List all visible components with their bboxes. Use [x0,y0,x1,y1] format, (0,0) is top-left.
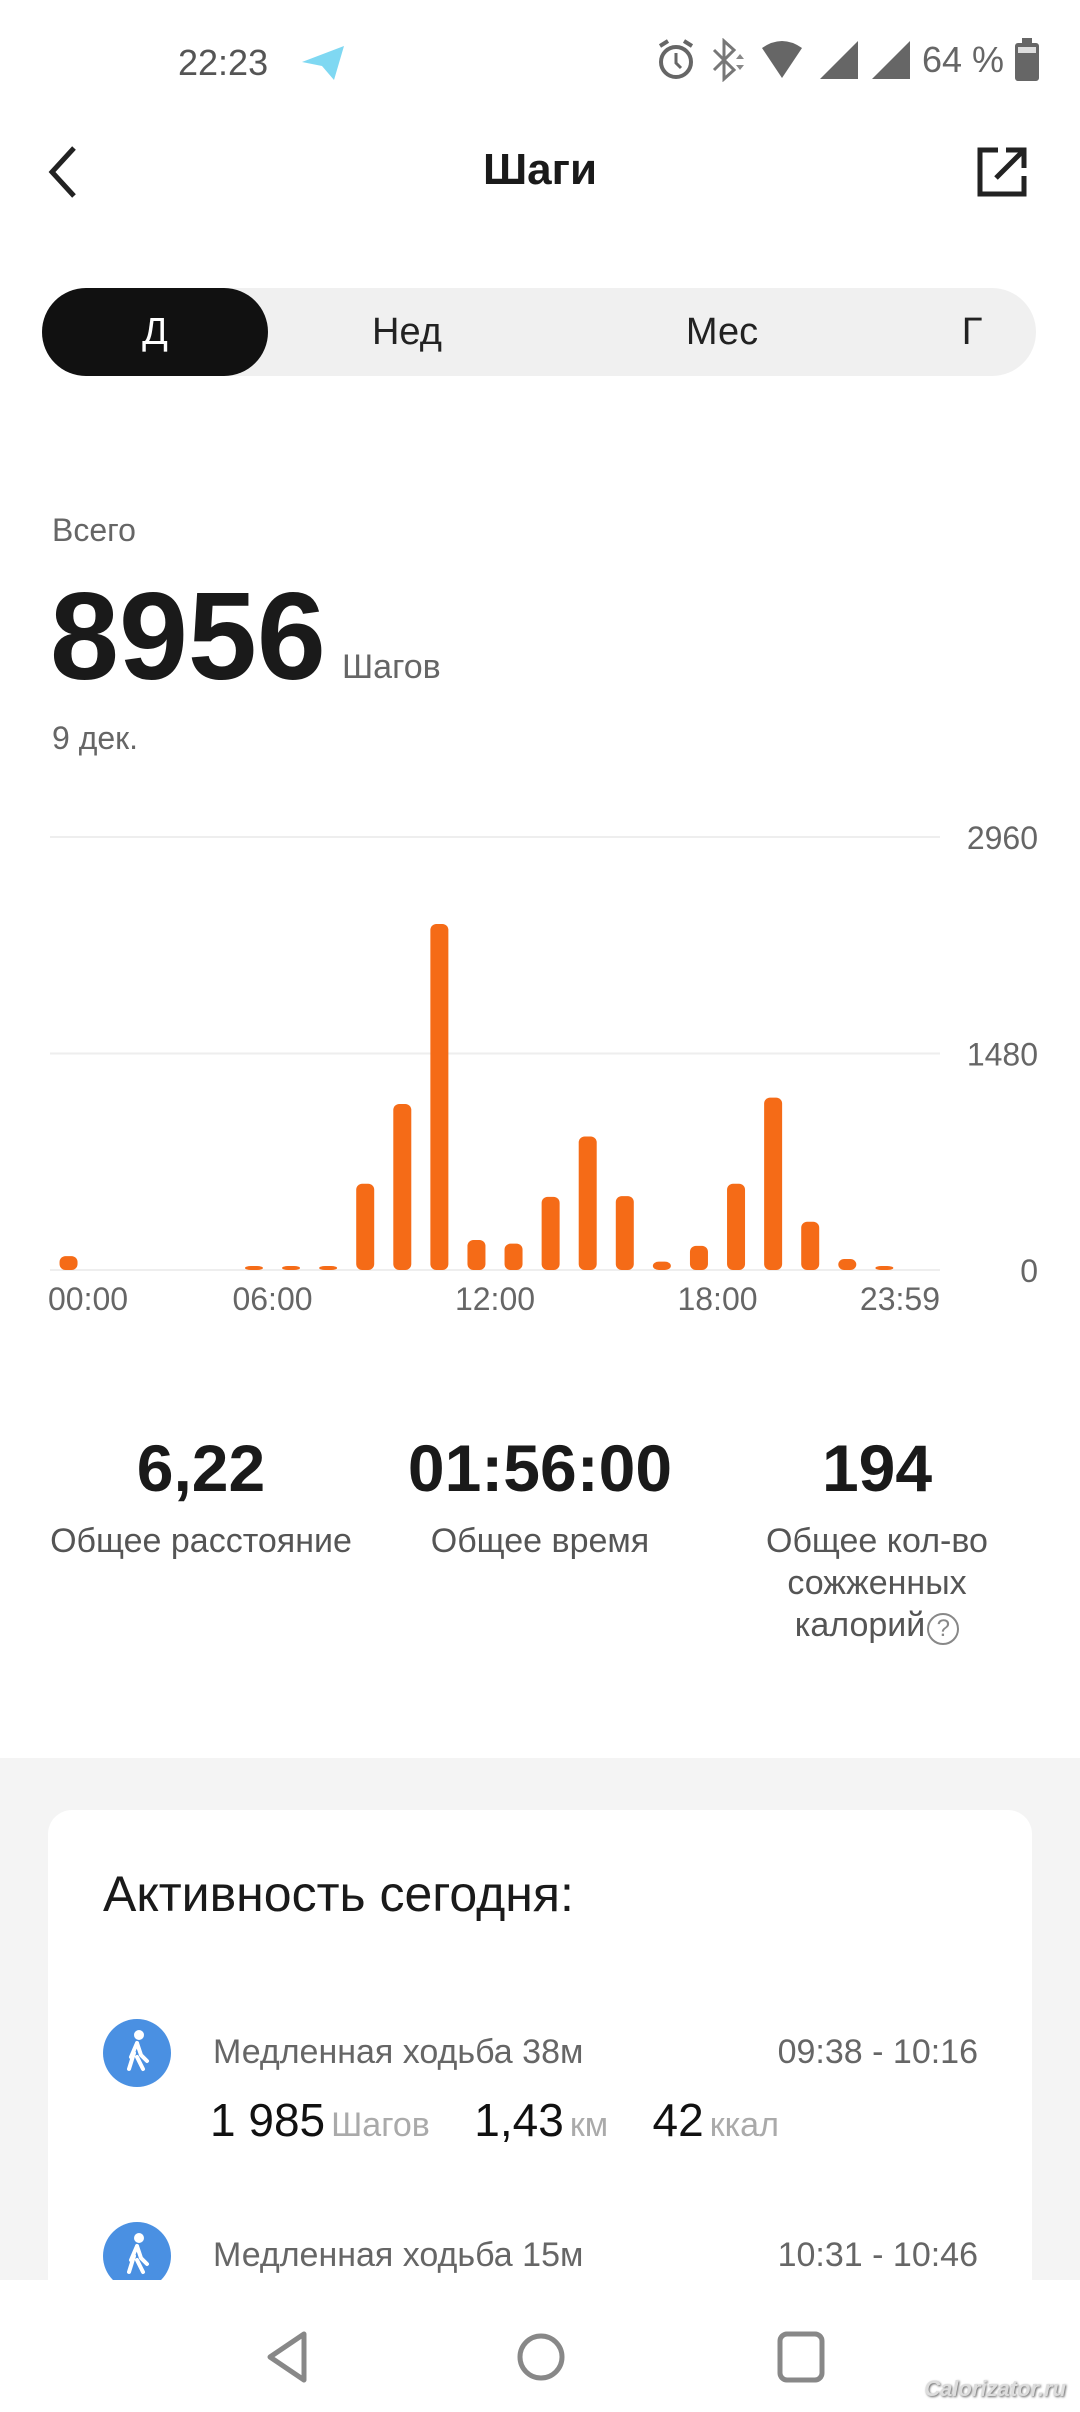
bar-07 [319,1266,338,1270]
bar-20 [801,1221,820,1270]
activity-name: Медленная ходьба 15м [213,2236,584,2274]
total-steps-value: 8956 [50,568,326,706]
bar-12 [504,1243,523,1270]
activity-title: Активность сегодня: [103,1866,574,1922]
walking-icon [103,2222,171,2290]
activity-steps-unit: Шагов [331,2106,430,2144]
y-tick-label: 1480 [967,1037,1038,1073]
activity-calories-unit: ккал [709,2106,779,2144]
bar-22 [875,1266,894,1270]
activity-name: Медленная ходьба 38м [213,2033,584,2071]
total-label: Всего [52,512,136,548]
status-icons: 64 % [656,38,1040,82]
back-button[interactable] [44,144,84,200]
bar-13 [541,1196,560,1270]
signal-icon [819,41,858,79]
bar-00 [59,1256,78,1270]
time-value: 01:56:00 [407,1431,673,1505]
activity-time: 10:31 - 10:46 [777,2236,978,2274]
alarm-icon [658,39,693,79]
bar-16 [652,1261,671,1270]
share-button[interactable] [974,144,1030,200]
battery-icon [1015,38,1039,81]
battery-percent: 64 % [921,39,1004,80]
tab-month[interactable]: Мес [685,311,759,353]
time-label: Общее время [430,1522,650,1560]
bar-14 [578,1136,597,1270]
nav-back-icon[interactable] [262,2330,312,2384]
distance-label: Общее расстояние [50,1522,352,1560]
activity-steps: 1 985 [210,2094,326,2146]
watermark: Calorizator.ru [924,2376,1066,2401]
nav-recents-icon[interactable] [776,2330,826,2384]
signal-icon [871,41,910,79]
y-tick-label: 0 [1020,1253,1038,1289]
tab-week[interactable]: Нед [372,311,442,353]
nav-home-icon[interactable] [516,2330,566,2384]
walking-icon [103,2019,171,2087]
tab-year[interactable]: Г [961,311,983,353]
period-tabs: Д Нед Мес Г [42,288,1036,376]
bar-17 [689,1245,708,1270]
steps-chart: 2960 1480 0 00:00 06:00 12:00 18:00 23:59 [48,820,1038,1317]
page-title: Шаги [482,145,598,194]
x-tick-label: 00:00 [48,1281,128,1317]
wifi-icon [761,41,802,78]
calories-label-text: Общее кол-во сожженных калорий [766,1522,988,1644]
bluetooth-icon [712,38,744,82]
bar-18 [727,1183,746,1270]
bar-19 [764,1097,783,1270]
calories-value: 194 [821,1431,933,1505]
bar-21 [838,1259,857,1270]
telegram-icon [302,46,344,80]
bar-05 [244,1266,263,1270]
bar-09 [393,1103,412,1270]
x-tick-label: 06:00 [232,1281,312,1317]
activity-metrics: 1 985 Шагов 1,43 км 42 ккал [210,2093,779,2147]
distance-value: 6,22 [136,1431,266,1505]
x-tick-label: 23:59 [860,1281,940,1317]
help-icon[interactable]: ? [927,1613,960,1645]
bar-08 [356,1183,375,1270]
bar-15 [615,1196,634,1270]
status-bar: 22:23 64 % [0,0,1080,120]
navigation-bar: Calorizator.ru [0,2280,1080,2412]
status-time: 22:23 [178,42,269,83]
activity-distance: 1,43 [474,2094,564,2146]
x-tick-label: 18:00 [677,1281,757,1317]
bar-06 [282,1266,301,1270]
activity-distance-unit: км [569,2106,609,2144]
activity-time: 09:38 - 10:16 [777,2033,978,2071]
y-tick-label: 2960 [967,820,1038,856]
date-label: 9 дек. [52,720,139,756]
bar-10 [430,924,449,1270]
calories-label: Общее кол-во сожженных калорий? [747,1520,1007,1646]
x-tick-label: 12:00 [455,1281,535,1317]
total-steps-unit: Шагов [342,648,441,686]
bar-11 [467,1240,486,1270]
activity-calories: 42 [652,2094,704,2146]
tab-day[interactable]: Д [42,288,268,376]
